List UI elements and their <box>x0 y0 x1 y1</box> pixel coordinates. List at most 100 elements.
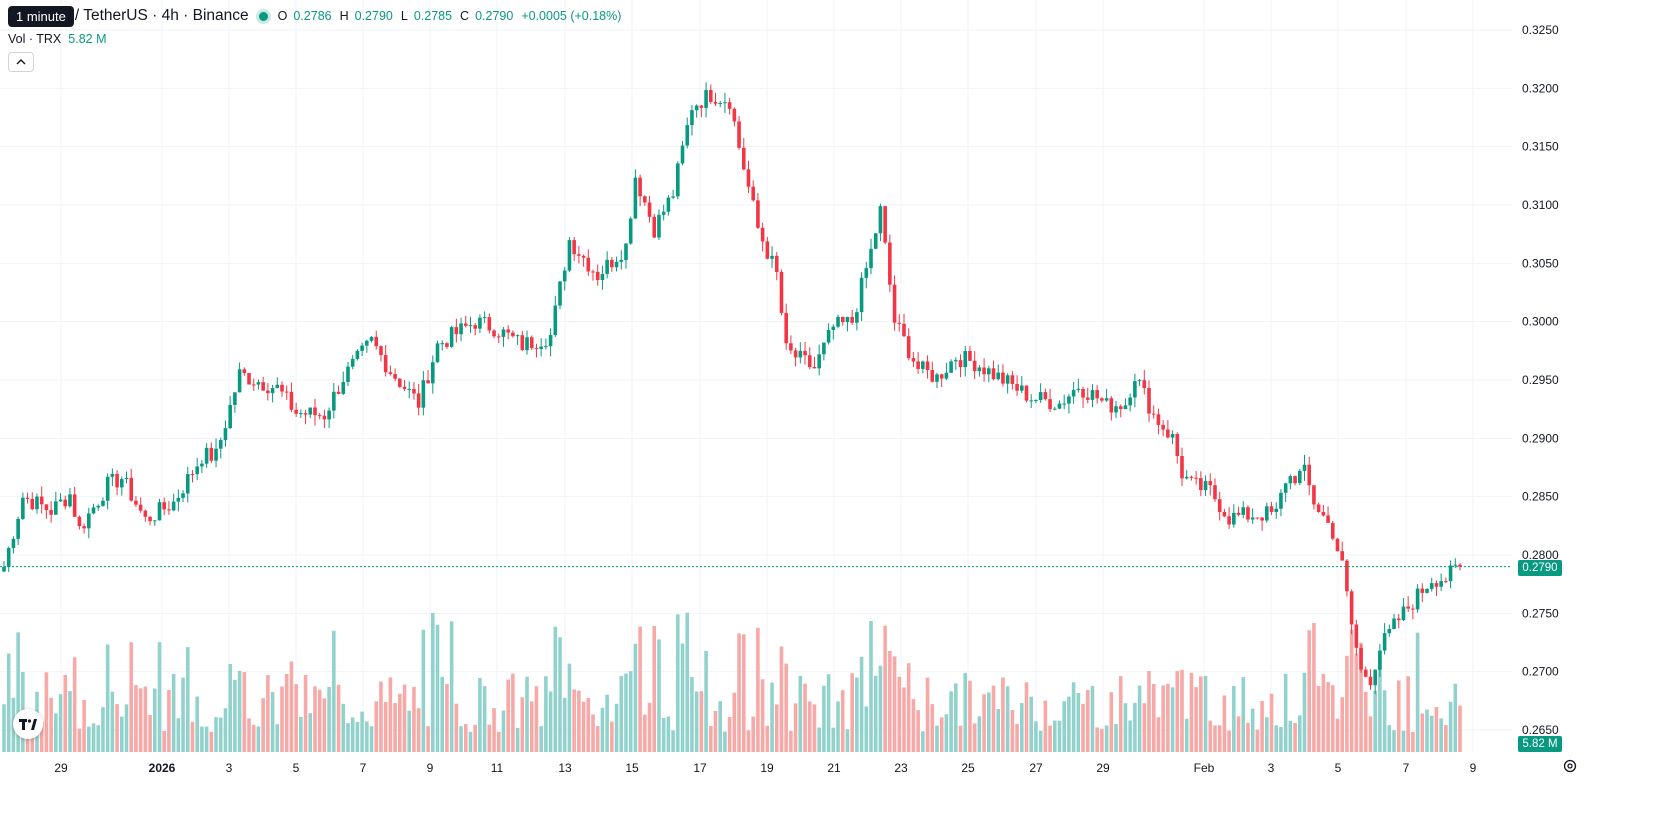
candle-body <box>233 392 237 405</box>
volume-bar <box>954 683 958 752</box>
candle-body <box>11 538 16 549</box>
candle-body <box>39 496 44 505</box>
time-tick-label: 27 <box>1029 761 1043 775</box>
candle-body <box>902 323 906 337</box>
volume-bar <box>873 675 878 752</box>
volume-bar <box>308 713 313 752</box>
candle-body <box>1246 507 1250 520</box>
volume-bar <box>426 726 430 752</box>
volume-bar <box>586 698 591 752</box>
volume-bar <box>529 701 534 752</box>
volume-label[interactable]: Vol · TRX <box>8 32 62 46</box>
volume-bar <box>209 731 214 752</box>
candle-body <box>610 259 614 268</box>
volume-bar <box>1161 685 1165 752</box>
volume-bar <box>1312 623 1316 752</box>
volume-bar <box>322 698 327 752</box>
candle-body <box>454 327 459 335</box>
volume-bar <box>402 684 407 752</box>
volume-bar <box>600 707 605 752</box>
candle-body <box>562 270 567 282</box>
volume-bar <box>327 686 331 752</box>
candle-body <box>982 367 986 375</box>
volume-bar <box>1175 671 1180 752</box>
volume-bar <box>421 629 426 752</box>
volume-bar <box>991 685 996 752</box>
tradingview-logo-icon[interactable] <box>13 709 43 739</box>
volume-bar <box>1265 717 1269 752</box>
volume-bar <box>63 675 68 752</box>
candle-body <box>1255 517 1260 519</box>
volume-bar <box>1123 703 1128 752</box>
volume-bar <box>1274 725 1279 752</box>
volume-bar <box>774 704 779 752</box>
volume-bar <box>482 686 487 752</box>
candle-body <box>1123 405 1128 410</box>
candle-body <box>666 197 671 212</box>
volume-bar <box>911 699 916 752</box>
volume-bar <box>496 731 501 752</box>
volume-bar <box>760 679 765 752</box>
candle-body <box>440 343 445 345</box>
volume-bar <box>798 675 803 752</box>
candle-body <box>341 381 346 394</box>
volume-bar <box>591 714 595 752</box>
volume-bar <box>1302 672 1307 752</box>
volume-bar <box>1170 687 1175 752</box>
candle-body <box>1335 538 1340 552</box>
volume-bar <box>944 714 949 752</box>
settings-gear-icon[interactable] <box>1561 757 1579 775</box>
volume-bar <box>1415 632 1420 752</box>
low-value: 0.2785 <box>413 9 453 23</box>
volume-bar <box>388 677 393 752</box>
candle-body <box>21 497 25 519</box>
volume-bar <box>1444 725 1448 752</box>
volume-bar <box>251 724 256 752</box>
volume-bar <box>704 651 708 752</box>
candle-body <box>1133 381 1137 398</box>
candle-body <box>968 351 972 361</box>
volume-bar <box>1194 687 1198 752</box>
volume-bar <box>1246 722 1250 752</box>
volume-bar <box>1067 696 1071 752</box>
candle-body <box>803 350 807 356</box>
candle-body <box>228 404 232 429</box>
volume-bar <box>958 725 963 752</box>
volume-bar <box>77 728 82 752</box>
volume-bar <box>473 724 477 752</box>
volume-bar <box>162 730 167 752</box>
volume-bar <box>237 670 242 752</box>
candle-body <box>171 501 176 511</box>
volume-bar <box>350 717 355 752</box>
volume-bar <box>845 729 850 752</box>
candle-body <box>445 343 449 347</box>
volume-bar <box>1241 677 1246 752</box>
candle-body <box>1406 606 1410 609</box>
candle-body <box>718 102 723 104</box>
candle-body <box>581 255 586 258</box>
candle-body <box>779 271 784 313</box>
time-tick-label: 13 <box>558 761 572 775</box>
collapse-legend-button[interactable] <box>8 52 34 72</box>
volume-bar <box>317 689 322 752</box>
time-tick-label: 2026 <box>149 761 176 775</box>
candle-body <box>751 186 756 201</box>
volume-bar <box>647 702 652 752</box>
volume-bar <box>1382 690 1387 752</box>
candle-body <box>577 254 581 256</box>
time-tick-label: 7 <box>360 761 367 775</box>
candle-body <box>280 384 284 392</box>
volume-bar <box>855 677 859 752</box>
volume-bar <box>398 693 402 752</box>
symbol-title[interactable]: / TetherUS · 4h · Binance <box>74 7 249 24</box>
candle-body <box>1067 396 1071 404</box>
candle-body <box>605 259 609 274</box>
volume-bar <box>1349 629 1354 752</box>
volume-bar <box>68 691 72 752</box>
volume-bar <box>803 683 807 752</box>
volume-bar <box>1269 693 1274 752</box>
volume-bar <box>101 707 105 752</box>
candle-body <box>82 526 86 529</box>
candle-body <box>110 473 115 477</box>
